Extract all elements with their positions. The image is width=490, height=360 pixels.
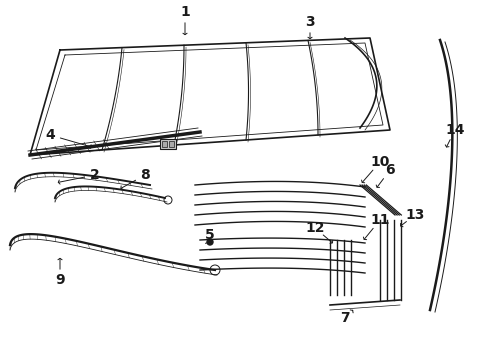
Text: 4: 4 <box>45 128 55 142</box>
Text: 9: 9 <box>55 273 65 287</box>
Bar <box>169 141 174 147</box>
Text: 11: 11 <box>370 213 390 227</box>
Text: 10: 10 <box>370 155 390 169</box>
Text: 13: 13 <box>405 208 425 222</box>
Text: 12: 12 <box>305 221 325 235</box>
Circle shape <box>207 239 213 245</box>
Bar <box>162 141 167 147</box>
Text: 14: 14 <box>445 123 465 137</box>
Bar <box>160 139 176 149</box>
Text: 2: 2 <box>90 168 100 182</box>
Text: 1: 1 <box>180 5 190 19</box>
Text: 8: 8 <box>140 168 150 182</box>
Text: 5: 5 <box>205 228 215 242</box>
Text: 3: 3 <box>305 15 315 29</box>
Text: 6: 6 <box>385 163 395 177</box>
Text: 7: 7 <box>340 311 350 325</box>
